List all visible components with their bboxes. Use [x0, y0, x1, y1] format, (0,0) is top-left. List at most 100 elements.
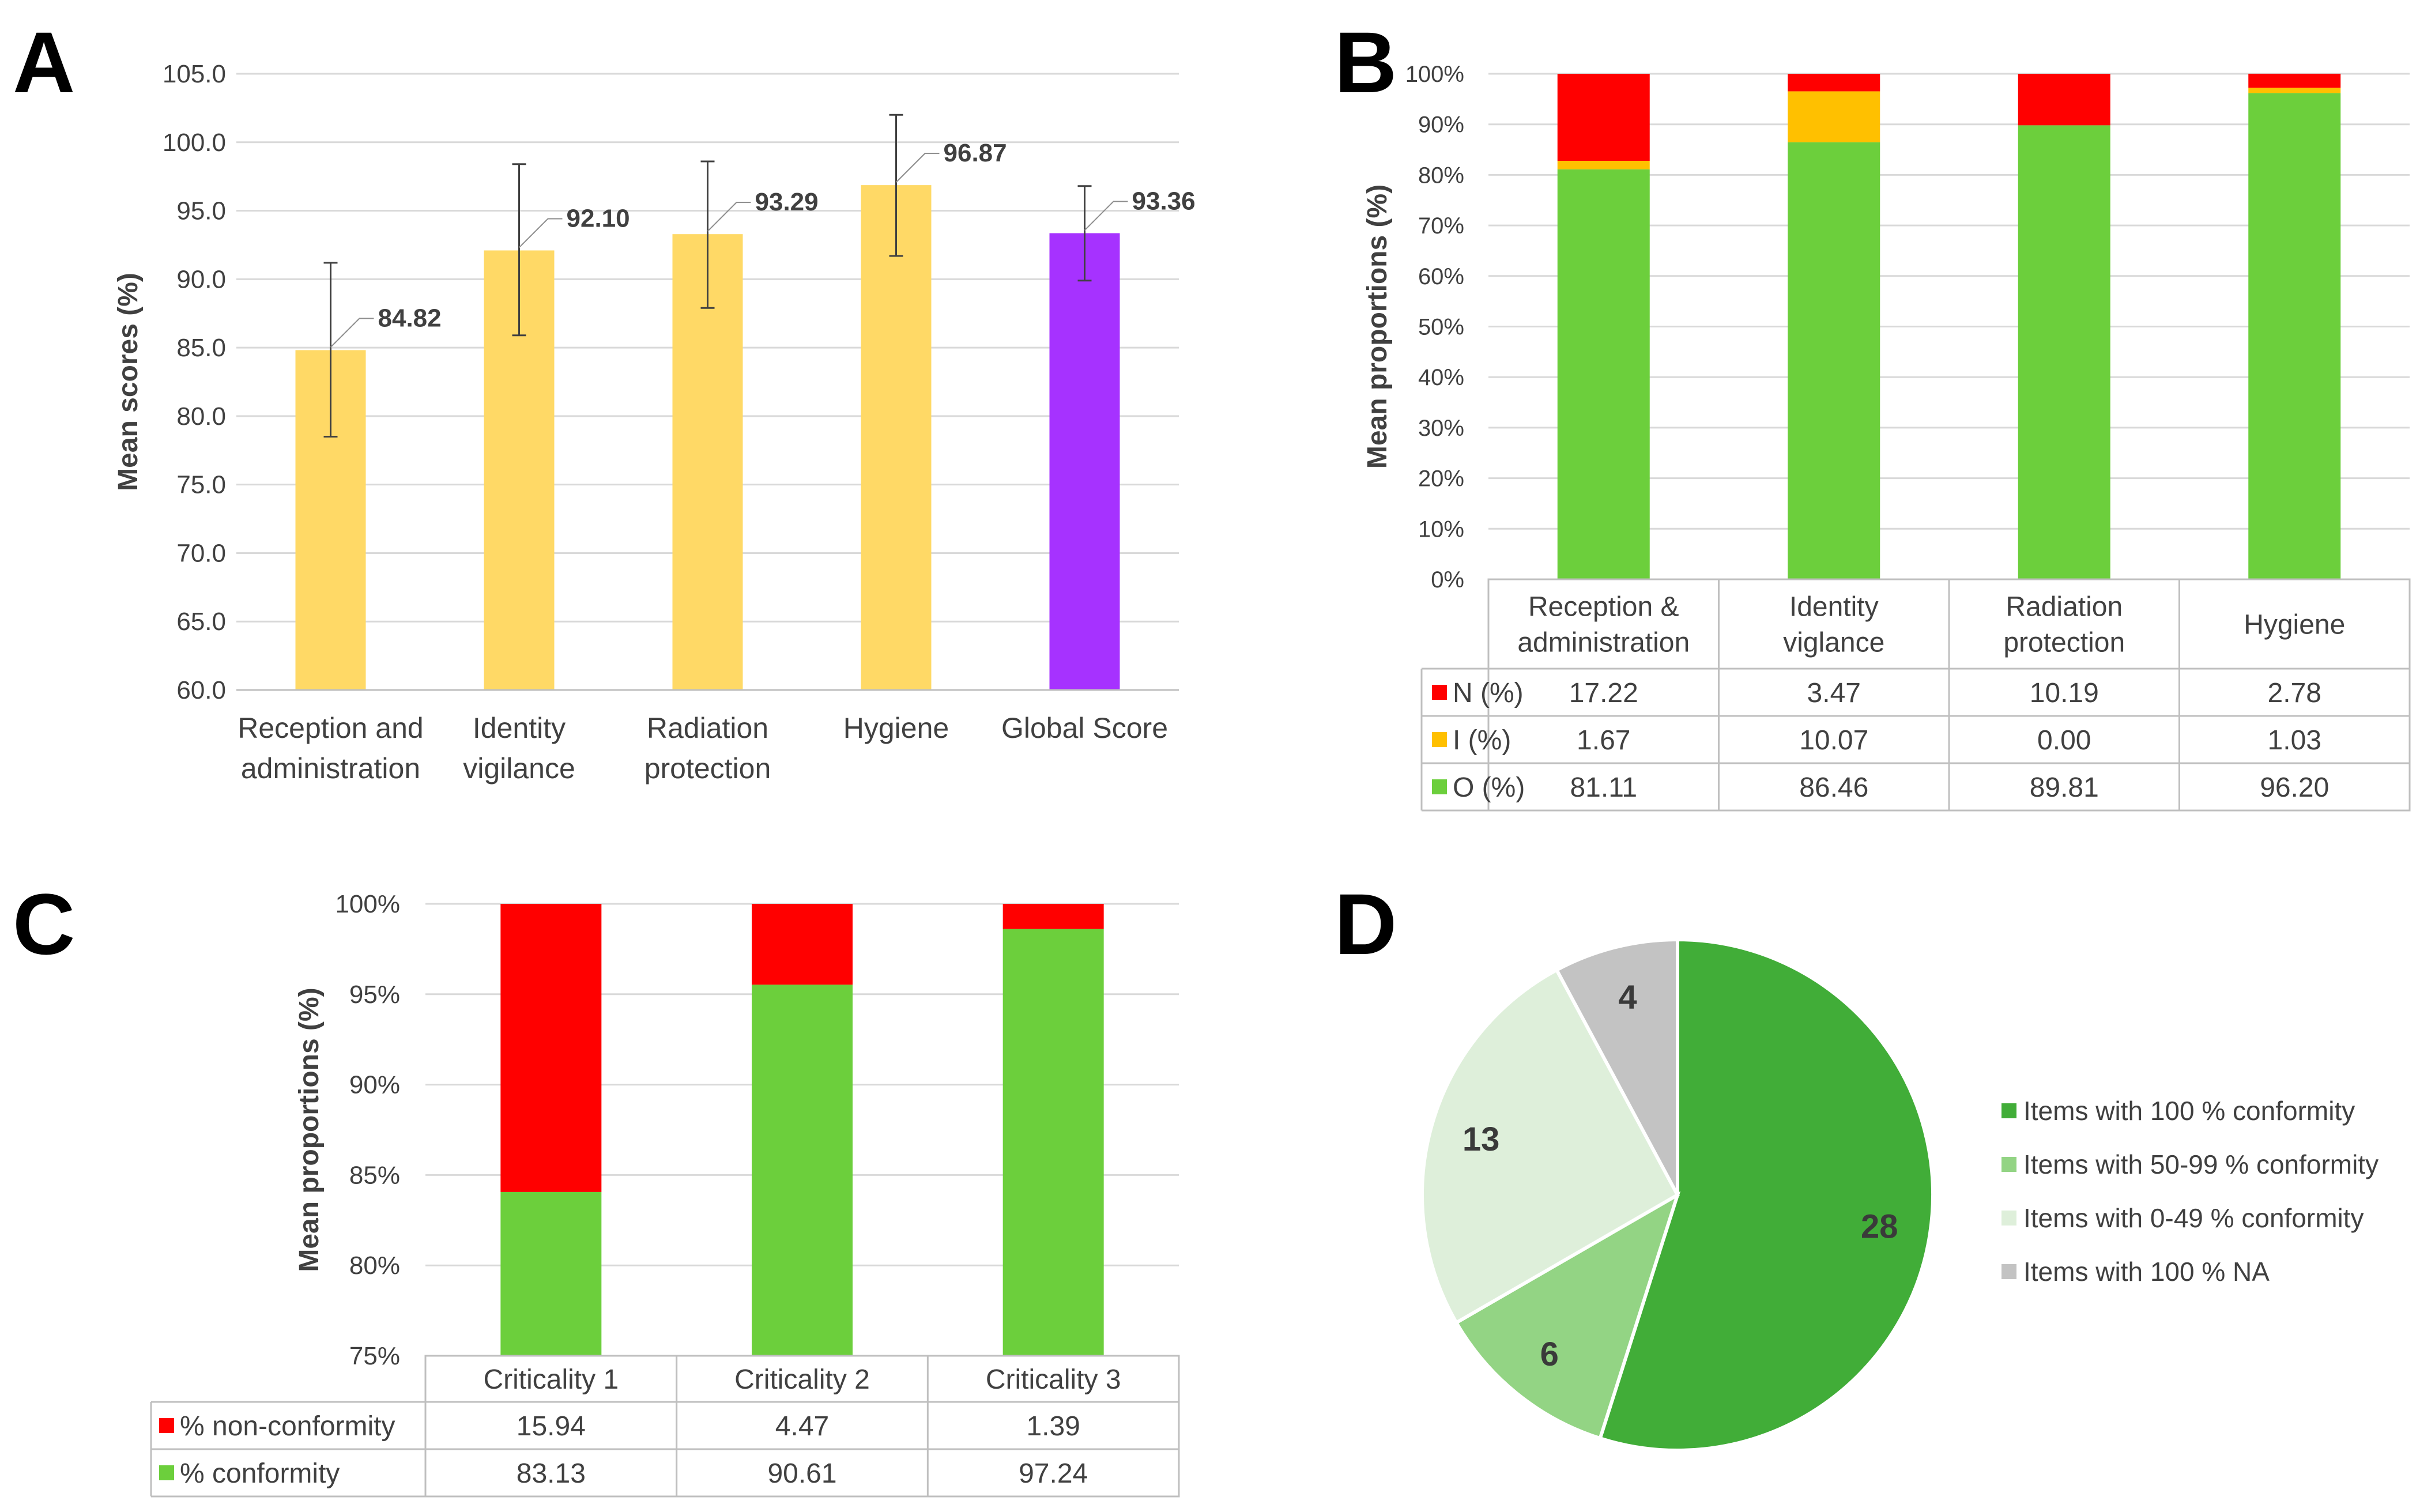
legend-key-b: [1432, 685, 1447, 700]
bar-a: [1049, 233, 1120, 691]
stacked-bar-segment-b: [1557, 169, 1650, 580]
category-label-b: Identity: [1789, 592, 1879, 623]
y-tick-label-b: 40%: [1418, 365, 1464, 390]
y-tick-label-b: 50%: [1418, 315, 1464, 340]
category-label-b: Hygiene: [2244, 610, 2345, 640]
stacked-bar-segment-b: [2248, 73, 2341, 88]
pie-slice: [1420, 967, 1680, 1325]
category-label-c: Criticality 3: [986, 1364, 1121, 1395]
y-tick-label-c: 100%: [335, 890, 400, 918]
table-cell-b: 96.20: [2260, 772, 2329, 803]
table-cell-c: 1.39: [1026, 1411, 1080, 1442]
y-tick-label-b: 70%: [1418, 213, 1464, 239]
legend-label-d: Items with 100 % NA: [2023, 1257, 2270, 1287]
data-label-a: 96.87: [944, 139, 1007, 167]
y-tick-label-a: 65.0: [176, 608, 226, 636]
y-axis-title-c: Mean proportions (%): [294, 987, 325, 1272]
stacked-bar-segment-c: [500, 1191, 602, 1356]
category-label-a: Global Score: [1001, 712, 1168, 744]
category-label-b: administration: [1517, 628, 1690, 658]
category-label-a: vigilance: [463, 752, 575, 785]
category-label-b: protection: [2003, 628, 2125, 658]
legend-key-d: [2001, 1264, 2016, 1279]
table-cell-c: 83.13: [517, 1458, 586, 1489]
panel-letter-c: C: [13, 876, 75, 972]
table-cell-b: 10.19: [2030, 678, 2099, 708]
data-label-a: 92.10: [567, 204, 630, 232]
stacked-bar-segment-b: [1788, 142, 1880, 580]
y-tick-label-a: 80.0: [176, 402, 226, 431]
y-tick-label-c: 85%: [349, 1161, 400, 1189]
table-cell-b: 17.22: [1569, 678, 1638, 708]
stacked-bar-segment-b: [1557, 161, 1650, 169]
y-tick-label-a: 60.0: [176, 676, 226, 704]
bar-a: [672, 234, 743, 690]
data-label-leader-a: [707, 202, 751, 232]
y-tick-label-b: 30%: [1418, 416, 1464, 441]
stacked-bar-segment-b: [2248, 93, 2341, 580]
data-label-a: 84.82: [378, 304, 442, 332]
table-row-header-c: % non-conformity: [180, 1411, 395, 1442]
table-cell-b: 2.78: [2268, 678, 2321, 708]
stacked-bar-segment-c: [752, 985, 853, 1356]
table-cell-b: 86.46: [1799, 772, 1868, 803]
y-tick-label-a: 95.0: [176, 197, 226, 225]
panel-d-pie-chart: 28 6 13 4 Items with 100 % conformity Items w…: [1420, 937, 2379, 1452]
y-tick-label-a: 100.0: [163, 129, 226, 157]
table-cell-c: 90.61: [767, 1458, 836, 1489]
y-tick-label-a: 75.0: [176, 471, 226, 499]
pie-slice-label: 6: [1540, 1336, 1559, 1373]
stacked-bar-segment-b: [2248, 88, 2341, 93]
stacked-bar-segment-b: [1788, 91, 1880, 142]
pie-slice-label: 4: [1618, 978, 1637, 1016]
category-label-a: Identity: [473, 712, 566, 744]
stacked-bar-segment-b: [2018, 74, 2110, 126]
pie-slice: [1554, 937, 1679, 1196]
table-cell-b: 89.81: [2030, 772, 2099, 803]
panel-c-stacked-bar-chart: 75% 80% 85% 90% 95% 100% Criticality 1 Critical…: [150, 890, 1180, 1498]
y-axis-title-a: Mean scores (%): [113, 273, 144, 491]
table-cell-b: 81.11: [1570, 772, 1637, 803]
panel-letter-b: B: [1335, 14, 1397, 111]
data-label-a: 93.29: [755, 188, 819, 216]
y-tick-label-c: 75%: [349, 1342, 400, 1370]
pie-slice-label: 28: [1861, 1208, 1898, 1245]
legend-key-b: [1432, 779, 1447, 794]
table-cell-c: 15.94: [517, 1411, 586, 1442]
bar-a: [861, 185, 932, 690]
category-label-a: Hygiene: [843, 712, 949, 744]
category-label-c: Criticality 1: [483, 1364, 619, 1395]
table-cell-c: 4.47: [775, 1411, 829, 1442]
legend-key-c: [159, 1418, 174, 1433]
table-row-header-c: % conformity: [180, 1458, 340, 1489]
y-tick-label-a: 105.0: [163, 60, 226, 88]
y-tick-label-b: 20%: [1418, 466, 1464, 492]
category-label-b: viglance: [1783, 628, 1884, 658]
legend-key-d: [2001, 1103, 2016, 1118]
stacked-bar-segment-b: [1557, 74, 1650, 161]
legend-label-d: Items with 0-49 % conformity: [2023, 1203, 2364, 1233]
y-tick-label-b: 60%: [1418, 264, 1464, 289]
legend-key-b: [1432, 732, 1447, 747]
stacked-bar-segment-c: [500, 904, 602, 1192]
y-tick-label-c: 90%: [349, 1071, 400, 1099]
table-row-header-b: N (%): [1453, 678, 1524, 708]
stacked-bar-segment-c: [752, 904, 853, 985]
panel-a-bar-chart: 60.0 65.0 70.0 75.0 80.0 85.0 90.0 95.0 100.0 105…: [113, 60, 1196, 785]
table-cell-b: 1.67: [1577, 725, 1630, 756]
table-cell-b: 3.47: [1807, 678, 1861, 708]
y-tick-label-b: 10%: [1418, 516, 1464, 542]
category-label-a: administration: [241, 752, 420, 785]
legend-label-d: Items with 100 % conformity: [2023, 1096, 2355, 1126]
category-label-b: Radiation: [2006, 592, 2123, 623]
y-tick-label-a: 90.0: [176, 265, 226, 293]
data-label-a: 93.36: [1132, 187, 1196, 216]
y-tick-label-b: 90%: [1418, 112, 1464, 138]
pie-slice-label: 13: [1462, 1121, 1500, 1158]
data-label-leader-a: [895, 153, 940, 183]
y-tick-label-a: 85.0: [176, 334, 226, 362]
data-label-leader-a: [330, 318, 374, 348]
panel-letter-a: A: [13, 14, 75, 111]
table-row-header-b: O (%): [1453, 772, 1525, 803]
